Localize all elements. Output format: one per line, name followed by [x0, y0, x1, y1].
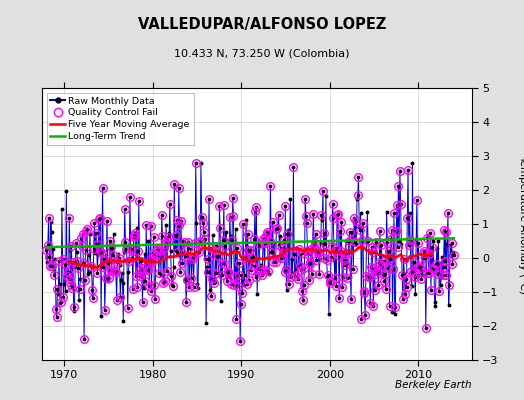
- Text: VALLEDUPAR/ALFONSO LOPEZ: VALLEDUPAR/ALFONSO LOPEZ: [138, 17, 386, 32]
- Y-axis label: Temperature Anomaly (°C): Temperature Anomaly (°C): [518, 154, 524, 294]
- Text: 10.433 N, 73.250 W (Colombia): 10.433 N, 73.250 W (Colombia): [174, 48, 350, 58]
- Legend: Raw Monthly Data, Quality Control Fail, Five Year Moving Average, Long-Term Tren: Raw Monthly Data, Quality Control Fail, …: [47, 93, 193, 145]
- Text: Berkeley Earth: Berkeley Earth: [395, 380, 472, 390]
